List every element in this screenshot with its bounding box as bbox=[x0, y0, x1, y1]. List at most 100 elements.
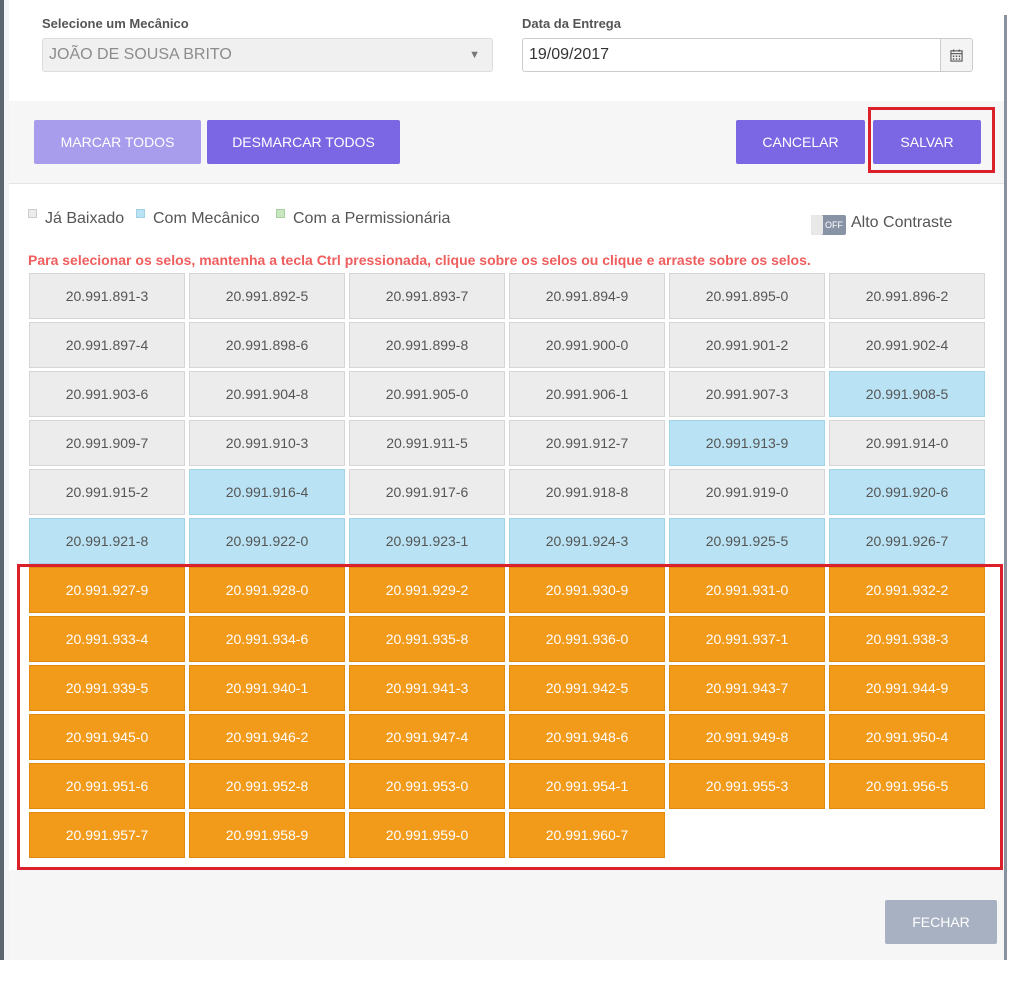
seal-item[interactable]: 20.991.891-3 bbox=[29, 273, 185, 319]
seal-item[interactable]: 20.991.909-7 bbox=[29, 420, 185, 466]
seal-item[interactable]: 20.991.939-5 bbox=[29, 665, 185, 711]
close-button[interactable]: FECHAR bbox=[885, 900, 997, 944]
seal-item[interactable]: 20.991.957-7 bbox=[29, 812, 185, 858]
seal-item[interactable]: 20.991.924-3 bbox=[509, 518, 665, 564]
unmark-all-button[interactable]: DESMARCAR TODOS bbox=[207, 120, 400, 164]
legend-baixado-swatch bbox=[28, 209, 37, 218]
seal-item[interactable]: 20.991.941-3 bbox=[349, 665, 505, 711]
seal-item[interactable]: 20.991.960-7 bbox=[509, 812, 665, 858]
seal-item[interactable]: 20.991.932-2 bbox=[829, 567, 985, 613]
seal-item[interactable]: 20.991.898-6 bbox=[189, 322, 345, 368]
chevron-down-icon: ▼ bbox=[469, 49, 480, 61]
seal-item[interactable]: 20.991.901-2 bbox=[669, 322, 825, 368]
action-bar: MARCAR TODOS DESMARCAR TODOS CANCELAR SA… bbox=[9, 101, 1004, 184]
seal-item[interactable]: 20.991.943-7 bbox=[669, 665, 825, 711]
mechanic-select-value: JOÃO DE SOUSA BRITO bbox=[49, 46, 232, 63]
seal-item[interactable]: 20.991.919-0 bbox=[669, 469, 825, 515]
seal-item[interactable]: 20.991.921-8 bbox=[29, 518, 185, 564]
mark-all-button[interactable]: MARCAR TODOS bbox=[34, 120, 201, 164]
legend-mecanico-swatch bbox=[136, 209, 145, 218]
seal-item[interactable]: 20.991.897-4 bbox=[29, 322, 185, 368]
seal-item[interactable]: 20.991.895-0 bbox=[669, 273, 825, 319]
seal-item[interactable]: 20.991.908-5 bbox=[829, 371, 985, 417]
seal-item[interactable]: 20.991.942-5 bbox=[509, 665, 665, 711]
seal-item[interactable]: 20.991.950-4 bbox=[829, 714, 985, 760]
seal-item[interactable]: 20.991.954-1 bbox=[509, 763, 665, 809]
seal-item[interactable]: 20.991.905-0 bbox=[349, 371, 505, 417]
seal-item[interactable]: 20.991.904-8 bbox=[189, 371, 345, 417]
seal-item[interactable]: 20.991.947-4 bbox=[349, 714, 505, 760]
seal-item[interactable]: 20.991.931-0 bbox=[669, 567, 825, 613]
calendar-icon bbox=[950, 48, 963, 62]
seal-item[interactable]: 20.991.915-2 bbox=[29, 469, 185, 515]
seal-item[interactable]: 20.991.899-8 bbox=[349, 322, 505, 368]
seal-item[interactable]: 20.991.900-0 bbox=[509, 322, 665, 368]
seal-item[interactable]: 20.991.955-3 bbox=[669, 763, 825, 809]
mechanic-label: Selecione um Mecânico bbox=[42, 16, 189, 31]
delivery-date-label: Data da Entrega bbox=[522, 16, 621, 31]
seal-item[interactable]: 20.991.945-0 bbox=[29, 714, 185, 760]
mechanic-select[interactable]: JOÃO DE SOUSA BRITO ▼ bbox=[42, 38, 493, 72]
delivery-date-input[interactable] bbox=[522, 38, 940, 72]
seal-item[interactable]: 20.991.907-3 bbox=[669, 371, 825, 417]
seal-item[interactable]: 20.991.913-9 bbox=[669, 420, 825, 466]
scrollbar-track[interactable] bbox=[1004, 15, 1007, 960]
seal-item[interactable]: 20.991.948-6 bbox=[509, 714, 665, 760]
seal-item[interactable]: 20.991.949-8 bbox=[669, 714, 825, 760]
legend-permissionaria-swatch bbox=[276, 209, 285, 218]
calendar-button[interactable] bbox=[940, 38, 973, 72]
seal-item[interactable]: 20.991.940-1 bbox=[189, 665, 345, 711]
seal-item[interactable]: 20.991.937-1 bbox=[669, 616, 825, 662]
high-contrast-toggle[interactable]: OFF bbox=[811, 215, 846, 235]
seal-item[interactable]: 20.991.902-4 bbox=[829, 322, 985, 368]
seal-item[interactable]: 20.991.917-6 bbox=[349, 469, 505, 515]
seal-item[interactable]: 20.991.944-9 bbox=[829, 665, 985, 711]
modal-footer: FECHAR bbox=[9, 870, 1004, 960]
seal-item[interactable]: 20.991.906-1 bbox=[509, 371, 665, 417]
seal-item[interactable]: 20.991.946-2 bbox=[189, 714, 345, 760]
seal-item[interactable]: 20.991.938-3 bbox=[829, 616, 985, 662]
selection-instructions: Para selecionar os selos, mantenha a tec… bbox=[28, 252, 811, 268]
seal-item[interactable]: 20.991.925-5 bbox=[669, 518, 825, 564]
seal-item[interactable]: 20.991.922-0 bbox=[189, 518, 345, 564]
seal-item[interactable]: 20.991.952-8 bbox=[189, 763, 345, 809]
legend-mecanico: Com Mecânico bbox=[136, 209, 260, 228]
toggle-state-label: OFF bbox=[825, 220, 843, 230]
seal-item[interactable]: 20.991.934-6 bbox=[189, 616, 345, 662]
seal-item[interactable]: 20.991.912-7 bbox=[509, 420, 665, 466]
seal-item[interactable]: 20.991.916-4 bbox=[189, 469, 345, 515]
seal-item[interactable]: 20.991.896-2 bbox=[829, 273, 985, 319]
seal-item[interactable]: 20.991.956-5 bbox=[829, 763, 985, 809]
seal-item[interactable]: 20.991.935-8 bbox=[349, 616, 505, 662]
cancel-button[interactable]: CANCELAR bbox=[736, 120, 865, 164]
seal-item[interactable]: 20.991.927-9 bbox=[29, 567, 185, 613]
seal-item[interactable]: 20.991.892-5 bbox=[189, 273, 345, 319]
save-button-highlight bbox=[868, 107, 995, 173]
seal-item[interactable]: 20.991.926-7 bbox=[829, 518, 985, 564]
seal-item[interactable]: 20.991.930-9 bbox=[509, 567, 665, 613]
backdrop-left-inner bbox=[4, 0, 9, 960]
seal-item[interactable]: 20.991.918-8 bbox=[509, 469, 665, 515]
seal-item[interactable]: 20.991.920-6 bbox=[829, 469, 985, 515]
seal-item[interactable]: 20.991.953-0 bbox=[349, 763, 505, 809]
seal-item[interactable]: 20.991.910-3 bbox=[189, 420, 345, 466]
seal-item[interactable]: 20.991.911-5 bbox=[349, 420, 505, 466]
seal-item[interactable]: 20.991.923-1 bbox=[349, 518, 505, 564]
seal-item[interactable]: 20.991.914-0 bbox=[829, 420, 985, 466]
seal-item[interactable]: 20.991.933-4 bbox=[29, 616, 185, 662]
modal-dialog: Selecione um Mecânico JOÃO DE SOUSA BRIT… bbox=[9, 0, 1004, 960]
seal-item[interactable]: 20.991.936-0 bbox=[509, 616, 665, 662]
seal-item[interactable]: 20.991.893-7 bbox=[349, 273, 505, 319]
save-button[interactable]: SALVAR bbox=[873, 120, 981, 164]
high-contrast-label: Alto Contraste bbox=[851, 214, 953, 231]
legend-permissionaria: Com a Permissionária bbox=[276, 209, 450, 228]
selected-seals-highlight bbox=[17, 564, 1003, 870]
seal-item[interactable]: 20.991.903-6 bbox=[29, 371, 185, 417]
seal-item[interactable]: 20.991.929-2 bbox=[349, 567, 505, 613]
seal-item[interactable]: 20.991.958-9 bbox=[189, 812, 345, 858]
legend-baixado: Já Baixado bbox=[28, 209, 124, 228]
seal-item[interactable]: 20.991.951-6 bbox=[29, 763, 185, 809]
seal-item[interactable]: 20.991.928-0 bbox=[189, 567, 345, 613]
seal-item[interactable]: 20.991.894-9 bbox=[509, 273, 665, 319]
seal-item[interactable]: 20.991.959-0 bbox=[349, 812, 505, 858]
